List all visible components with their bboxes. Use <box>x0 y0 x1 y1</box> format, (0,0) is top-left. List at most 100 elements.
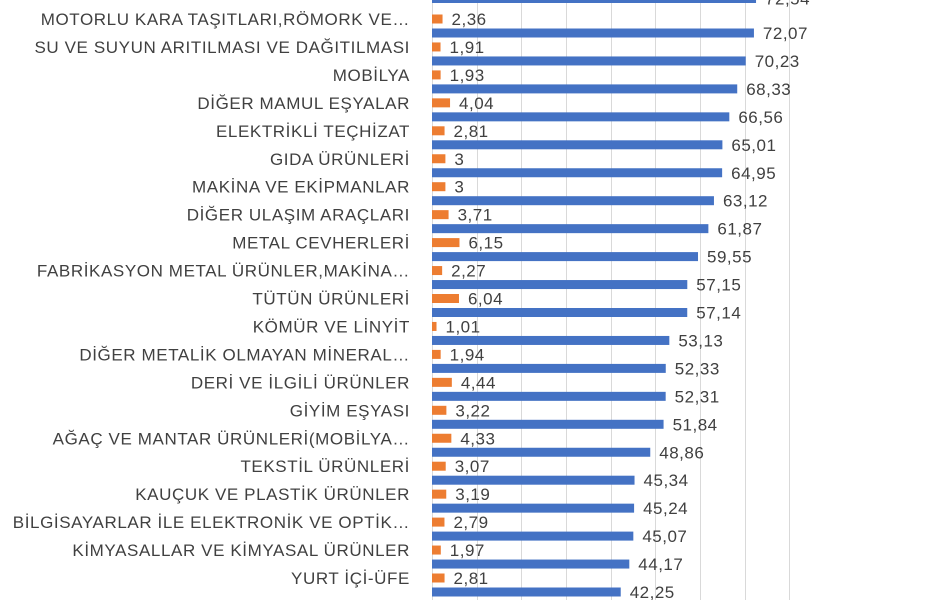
series1-bar <box>432 308 688 317</box>
series2-value-label: 3,71 <box>458 206 493 225</box>
category-label: AĞAÇ VE MANTAR ÜRÜNLERİ(MOBİLYA… <box>53 429 410 448</box>
series2-value-label: 6,15 <box>468 234 503 253</box>
series2-bar <box>432 98 451 108</box>
series2-bar <box>432 433 452 443</box>
series2-value-label: 4,04 <box>459 94 494 113</box>
series2-value-label: 1,91 <box>450 38 485 57</box>
category-label: DİĞER ULAŞIM ARAÇLARI <box>187 206 410 225</box>
category-label: TÜTÜN ÜRÜNLERİ <box>252 290 410 309</box>
series1-bar <box>432 56 746 66</box>
category-label: TEKSTİL ÜRÜNLERİ <box>240 457 410 476</box>
series1-bar <box>432 419 664 429</box>
series1-value-label: 44,17 <box>638 555 683 574</box>
category-label: KÖMÜR VE LİNYİT <box>253 317 410 336</box>
series1-value-label: 45,07 <box>642 527 687 546</box>
series1-bar <box>432 503 635 513</box>
data-labels: 72,54 2,36 72,07 1,91 70,23 1,93 68,33 4,04 66,5… <box>446 0 810 600</box>
series2-value-label: 2,81 <box>454 122 489 141</box>
series1-value-label: 52,31 <box>675 387 720 406</box>
series2-bar <box>432 42 441 52</box>
series2-bar <box>432 321 437 331</box>
series1-bar <box>432 140 723 150</box>
series1-bar <box>432 112 730 122</box>
series1-value-label: 59,55 <box>707 248 752 267</box>
category-label: MOBİLYA <box>333 66 410 85</box>
series2-bar <box>432 573 445 583</box>
category-label: ELEKTRİKLİ TEÇHİZAT <box>216 122 410 141</box>
series1-value-label: 45,24 <box>643 499 688 518</box>
series2-value-label: 1,94 <box>450 345 485 364</box>
series1-bar <box>432 280 688 290</box>
series2-value-label: 2,27 <box>451 262 486 281</box>
series2-value-label: 3 <box>454 178 464 197</box>
series2-bar <box>432 377 452 387</box>
series2-bar <box>432 461 446 471</box>
category-label: GIDA ÜRÜNLERİ <box>270 150 410 169</box>
series2-bar <box>432 349 441 359</box>
series1-value-label: 57,14 <box>696 304 741 323</box>
series1-value-label: 64,95 <box>731 164 776 183</box>
category-label: KİMYASALLAR VE KİMYASAL ÜRÜNLER <box>72 541 410 560</box>
series1-bar <box>432 531 634 541</box>
series2-bar <box>432 517 445 527</box>
category-label: DİĞER METALİK OLMAYAN MİNERAL… <box>79 345 410 364</box>
category-labels: MOTORLU KARA TAŞITLARI,RÖMORK VE… SU VE S… <box>13 10 410 588</box>
gridlines <box>432 0 790 600</box>
top-partial-bar <box>432 0 757 3</box>
series1-bar <box>432 363 666 373</box>
series1-bar <box>432 84 738 94</box>
series2-value-label: 3,19 <box>455 485 490 504</box>
series1-value-label: 61,87 <box>717 220 762 239</box>
series1-bar <box>432 447 651 457</box>
category-label: MAKİNA VE EKİPMANLAR <box>192 178 410 197</box>
series1-bar <box>432 587 621 597</box>
top-partial-value-label: 72,54 <box>765 0 810 9</box>
series2-bar <box>432 294 459 303</box>
series1-value-label: 45,34 <box>644 471 689 490</box>
series2-bar <box>432 210 449 220</box>
category-label: SU VE SUYUN ARITILMASI VE DAĞITILMASI <box>34 38 410 57</box>
category-label: GİYİM EŞYASI <box>290 401 410 420</box>
series2-bar <box>432 238 460 248</box>
series1-value-label: 52,33 <box>675 359 720 378</box>
series1-value-label: 48,86 <box>659 443 704 462</box>
category-label: DERİ VE İLGİLİ ÜRÜNLER <box>191 373 410 392</box>
series2-value-label: 1,01 <box>446 317 481 336</box>
series2-value-label: 2,79 <box>453 513 488 532</box>
bars <box>432 0 757 597</box>
series1-bar <box>432 196 714 206</box>
series2-value-label: 3 <box>454 150 464 169</box>
series2-value-label: 3,07 <box>455 457 490 476</box>
category-label: BİLGİSAYARLAR İLE ELEKTRONİK VE OPTİK… <box>13 513 410 532</box>
series2-bar <box>432 126 445 136</box>
series1-value-label: 51,84 <box>673 415 718 434</box>
series1-bar <box>432 559 630 569</box>
series1-bar <box>432 28 754 38</box>
series1-value-label: 70,23 <box>755 52 800 71</box>
series2-bar <box>432 266 443 276</box>
series1-bar <box>432 335 670 345</box>
series1-bar <box>432 391 666 401</box>
series1-value-label: 57,15 <box>696 276 741 295</box>
series1-bar <box>432 168 723 178</box>
bottom-partial-value-label: 3,08 <box>455 597 490 600</box>
series1-bar <box>432 475 635 485</box>
series2-bar <box>432 545 441 555</box>
series1-value-label: 42,25 <box>630 583 675 600</box>
category-label: MOTORLU KARA TAŞITLARI,RÖMORK VE… <box>41 10 410 29</box>
series2-bar <box>432 14 443 24</box>
series1-bar <box>432 224 709 234</box>
series2-value-label: 4,44 <box>461 373 496 392</box>
series2-value-label: 6,04 <box>468 290 503 309</box>
series1-value-label: 72,07 <box>763 24 808 43</box>
category-label: KAUÇUK VE PLASTİK ÜRÜNLER <box>135 485 410 504</box>
series2-bar <box>432 489 447 499</box>
series2-value-label: 1,93 <box>450 66 485 85</box>
series1-value-label: 66,56 <box>738 108 783 127</box>
category-label: METAL CEVHERLERİ <box>232 234 410 253</box>
category-label: YURT İÇİ-ÜFE <box>291 569 410 588</box>
category-label: FABRİKASYON METAL ÜRÜNLER,MAKİNA… <box>37 262 410 281</box>
series2-value-label: 4,33 <box>460 429 495 448</box>
series2-value-label: 1,97 <box>450 541 485 560</box>
